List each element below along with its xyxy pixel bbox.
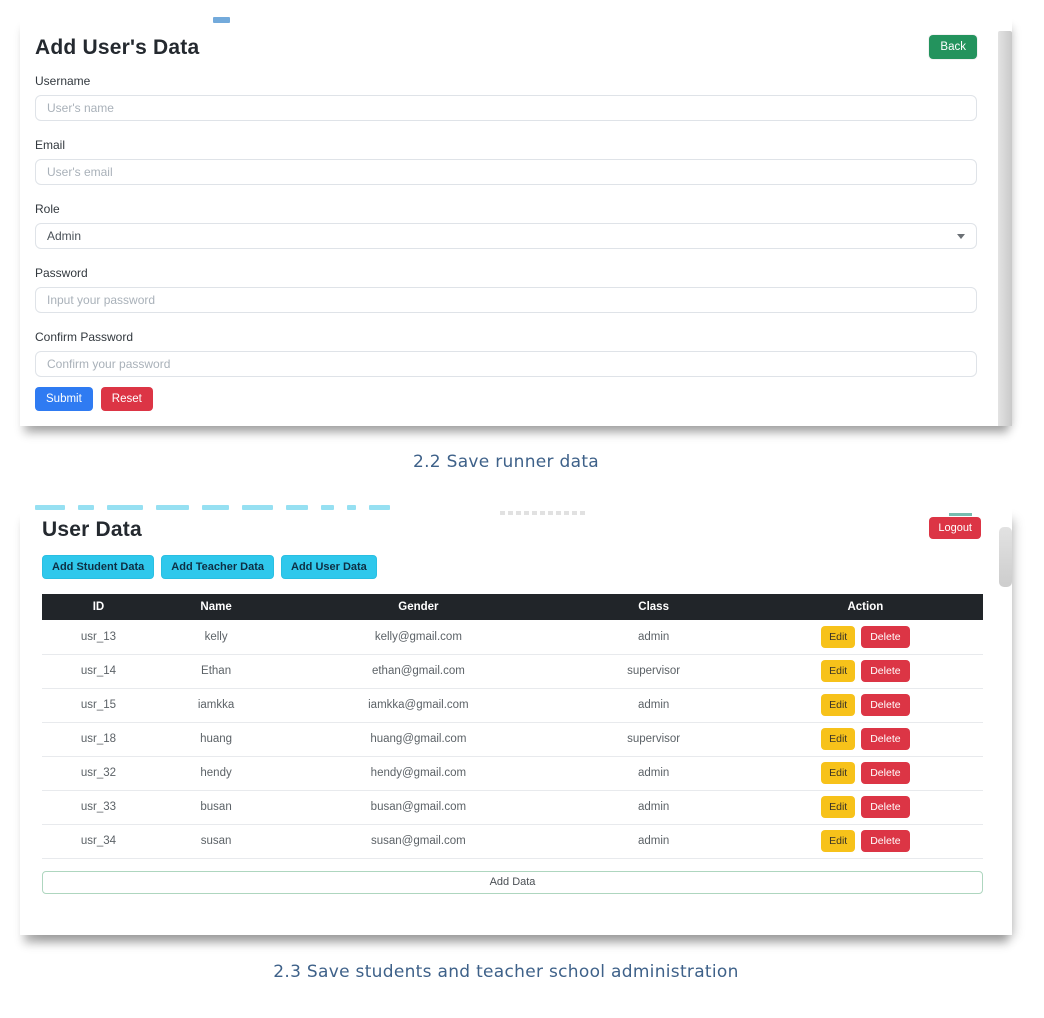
cropped-text-artifact	[500, 511, 585, 515]
logout-button[interactable]: Logout	[929, 517, 981, 539]
cell-action: Edit Delete	[747, 722, 983, 757]
add-teacher-data-button[interactable]: Add Teacher Data	[161, 555, 274, 579]
chevron-down-icon	[957, 233, 965, 239]
header-action: Action	[747, 594, 983, 620]
table-row: usr_34 susan susan@gmail.com admin Edit …	[42, 824, 983, 859]
user-table: ID Name Gender Class Action usr_13 kelly…	[42, 594, 983, 859]
add-user-form-screenshot: Add User's Data Back Username Email Role…	[20, 14, 1012, 426]
cell-action: Edit Delete	[747, 620, 983, 655]
delete-button[interactable]: Delete	[861, 625, 910, 648]
reset-button[interactable]: Reset	[100, 387, 153, 411]
user-table-body: usr_13 kelly kelly@gmail.com admin Edit …	[42, 620, 983, 859]
cell-action: Edit Delete	[747, 688, 983, 723]
cell-gender: iamkka@gmail.com	[277, 688, 560, 723]
toolbar: Add Student Data Add Teacher Data Add Us…	[42, 555, 983, 579]
cell-name: huang	[154, 722, 278, 757]
back-button[interactable]: Back	[929, 35, 977, 59]
cell-name: Ethan	[154, 654, 278, 689]
cell-name: kelly	[154, 620, 278, 655]
table-row: usr_18 huang huang@gmail.com supervisor …	[42, 722, 983, 757]
scrollbar-thumb[interactable]	[999, 527, 1012, 587]
cell-name: hendy	[154, 756, 278, 791]
confirm-password-label: Confirm Password	[35, 330, 134, 344]
cell-class: admin	[559, 688, 748, 723]
cell-action: Edit Delete	[747, 824, 983, 859]
table-row: usr_13 kelly kelly@gmail.com admin Edit …	[42, 620, 983, 655]
edit-button[interactable]: Edit	[821, 625, 856, 648]
header-id: ID	[42, 594, 155, 620]
edit-button[interactable]: Edit	[821, 694, 856, 716]
cell-id: usr_15	[42, 688, 155, 723]
cell-class: admin	[559, 620, 748, 655]
delete-button[interactable]: Delete	[861, 796, 910, 818]
cell-gender: ethan@gmail.com	[277, 654, 560, 689]
header-gender: Gender	[277, 594, 560, 620]
cell-id: usr_18	[42, 722, 155, 757]
cell-action: Edit Delete	[747, 756, 983, 791]
edit-button[interactable]: Edit	[821, 830, 856, 852]
delete-button[interactable]: Delete	[861, 762, 910, 784]
cell-class: admin	[559, 824, 748, 859]
cell-class: supervisor	[559, 722, 748, 757]
username-input[interactable]	[35, 95, 977, 121]
figure-caption-2-3: 2.3 Save students and teacher school adm…	[273, 962, 739, 982]
cell-id: usr_33	[42, 790, 155, 825]
cell-id: usr_34	[42, 824, 155, 859]
table-row: usr_15 iamkka iamkka@gmail.com admin Edi…	[42, 688, 983, 723]
confirm-password-input[interactable]	[35, 351, 977, 377]
delete-button[interactable]: Delete	[861, 830, 910, 852]
cell-gender: kelly@gmail.com	[277, 620, 560, 655]
cell-gender: hendy@gmail.com	[277, 756, 560, 791]
table-row: usr_32 hendy hendy@gmail.com admin Edit …	[42, 756, 983, 791]
edit-button[interactable]: Edit	[821, 762, 856, 784]
role-label: Role	[35, 202, 60, 216]
page-title: Add User's Data	[35, 36, 200, 59]
cell-name: busan	[154, 790, 278, 825]
add-student-data-button[interactable]: Add Student Data	[42, 555, 155, 579]
header-class: Class	[559, 594, 748, 620]
role-select[interactable]: Admin	[35, 223, 977, 249]
figure-caption-2-2: 2.2 Save runner data	[412, 452, 600, 472]
cell-id: usr_14	[42, 654, 155, 689]
role-selected-value: Admin	[47, 229, 82, 243]
email-label: Email	[35, 138, 66, 152]
password-label: Password	[35, 266, 88, 280]
cell-id: usr_13	[42, 620, 155, 655]
cell-name: iamkka	[154, 688, 278, 723]
table-header-row: ID Name Gender Class Action	[42, 594, 983, 620]
delete-button[interactable]: Delete	[861, 660, 910, 682]
submit-button[interactable]: Submit	[35, 387, 93, 411]
cell-gender: susan@gmail.com	[277, 824, 560, 859]
header-name: Name	[154, 594, 278, 620]
scrollbar[interactable]	[998, 31, 1012, 426]
cell-id: usr_32	[42, 756, 155, 791]
cropped-artifact	[35, 505, 390, 511]
cell-gender: busan@gmail.com	[277, 790, 560, 825]
delete-button[interactable]: Delete	[861, 694, 910, 716]
cell-action: Edit Delete	[747, 790, 983, 825]
cropped-artifact	[949, 513, 972, 516]
cell-class: admin	[559, 790, 748, 825]
username-label: Username	[35, 74, 91, 88]
email-input[interactable]	[35, 159, 977, 185]
cell-gender: huang@gmail.com	[277, 722, 560, 757]
edit-button[interactable]: Edit	[821, 660, 856, 682]
cell-class: supervisor	[559, 654, 748, 689]
table-row: usr_33 busan busan@gmail.com admin Edit …	[42, 790, 983, 825]
cell-name: susan	[154, 824, 278, 859]
edit-button[interactable]: Edit	[821, 728, 856, 750]
add-data-button[interactable]: Add Data	[42, 870, 983, 894]
cropped-artifact	[213, 17, 230, 23]
password-input[interactable]	[35, 287, 977, 313]
table-row: usr_14 Ethan ethan@gmail.com supervisor …	[42, 654, 983, 689]
cell-action: Edit Delete	[747, 654, 983, 689]
add-user-data-button[interactable]: Add User Data	[281, 555, 377, 579]
delete-button[interactable]: Delete	[861, 728, 910, 750]
cell-class: admin	[559, 756, 748, 791]
page-title: User Data	[42, 518, 142, 541]
user-data-screenshot: User Data Logout Add Student Data Add Te…	[20, 505, 1012, 935]
edit-button[interactable]: Edit	[821, 796, 856, 818]
